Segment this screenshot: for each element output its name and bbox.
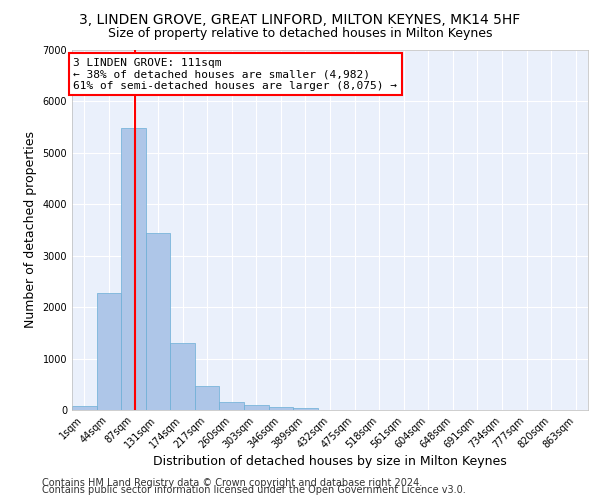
Bar <box>220 402 244 410</box>
Bar <box>97 292 121 410</box>
Bar <box>146 232 170 410</box>
X-axis label: Distribution of detached houses by size in Milton Keynes: Distribution of detached houses by size … <box>153 456 507 468</box>
Text: 3, LINDEN GROVE, GREAT LINFORD, MILTON KEYNES, MK14 5HF: 3, LINDEN GROVE, GREAT LINFORD, MILTON K… <box>79 12 521 26</box>
Bar <box>269 407 293 410</box>
Bar <box>72 406 97 410</box>
Bar <box>293 408 318 410</box>
Text: 3 LINDEN GROVE: 111sqm
← 38% of detached houses are smaller (4,982)
61% of semi-: 3 LINDEN GROVE: 111sqm ← 38% of detached… <box>73 58 397 91</box>
Bar <box>244 406 269 410</box>
Y-axis label: Number of detached properties: Number of detached properties <box>24 132 37 328</box>
Text: Contains HM Land Registry data © Crown copyright and database right 2024.: Contains HM Land Registry data © Crown c… <box>42 478 422 488</box>
Text: Size of property relative to detached houses in Milton Keynes: Size of property relative to detached ho… <box>108 28 492 40</box>
Text: Contains public sector information licensed under the Open Government Licence v3: Contains public sector information licen… <box>42 485 466 495</box>
Bar <box>195 386 220 410</box>
Bar <box>170 342 195 410</box>
Bar <box>121 128 146 410</box>
